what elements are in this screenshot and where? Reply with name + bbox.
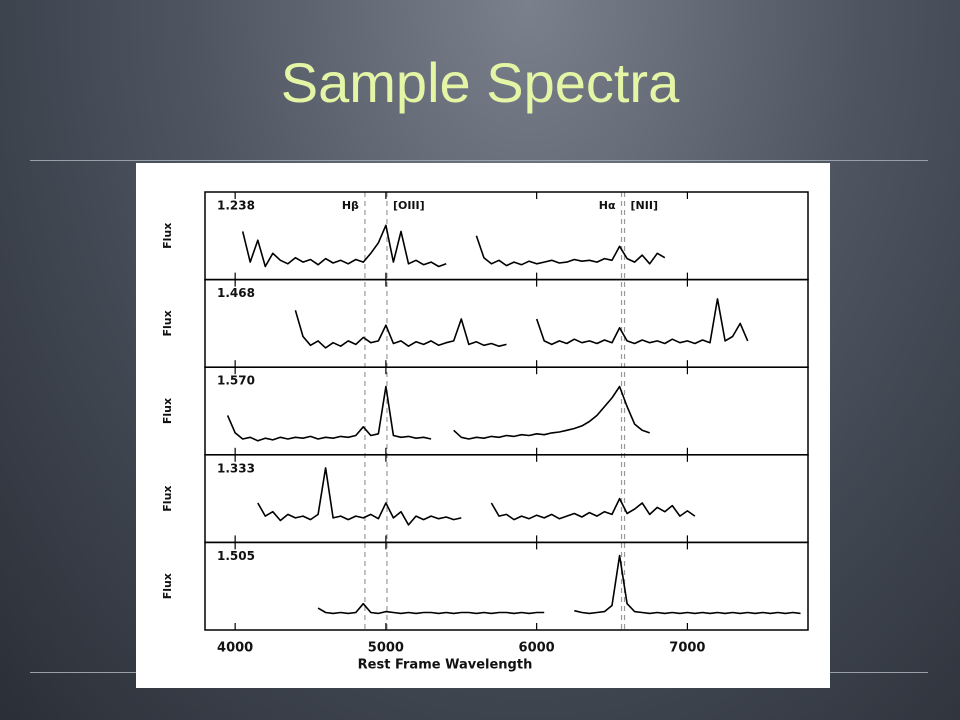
spectrum-line	[453, 385, 650, 440]
slide-title: Sample Spectra	[280, 51, 680, 114]
x-tick-label: 6000	[519, 641, 555, 656]
spectrum-line	[490, 497, 696, 521]
panel-label: 1.468	[217, 286, 255, 300]
spectrum-line	[226, 385, 432, 442]
panel-label: 1.570	[217, 374, 255, 388]
spectrum-line	[535, 298, 749, 346]
panel-frame	[204, 541, 809, 631]
reference-label: [OIII]	[393, 199, 425, 212]
reference-label: Hβ	[342, 199, 359, 212]
x-tick-label: 5000	[368, 641, 404, 656]
spectrum-line	[475, 235, 666, 267]
y-axis-label: Flux	[161, 573, 174, 599]
y-axis-label: Flux	[161, 310, 174, 336]
chart-background	[136, 163, 830, 688]
spectrum-line	[257, 467, 462, 526]
x-tick-label: 7000	[669, 641, 705, 656]
y-axis-label: Flux	[161, 485, 174, 511]
x-axis-label: Rest Frame Wavelength	[358, 658, 533, 673]
reference-label: [NII]	[631, 199, 658, 212]
panel-label: 1.333	[217, 461, 255, 475]
panel-label: 1.238	[217, 199, 255, 213]
spectrum-line	[241, 224, 447, 268]
panel-label: 1.505	[217, 549, 255, 563]
spectrum-line	[574, 554, 801, 615]
spectrum-line	[294, 310, 507, 349]
divider	[30, 160, 928, 161]
spectrum-line	[317, 602, 545, 615]
x-tick-label: 4000	[217, 641, 253, 656]
y-axis-label: Flux	[161, 398, 174, 424]
reference-label: Hα	[599, 199, 616, 212]
y-axis-label: Flux	[161, 223, 174, 249]
